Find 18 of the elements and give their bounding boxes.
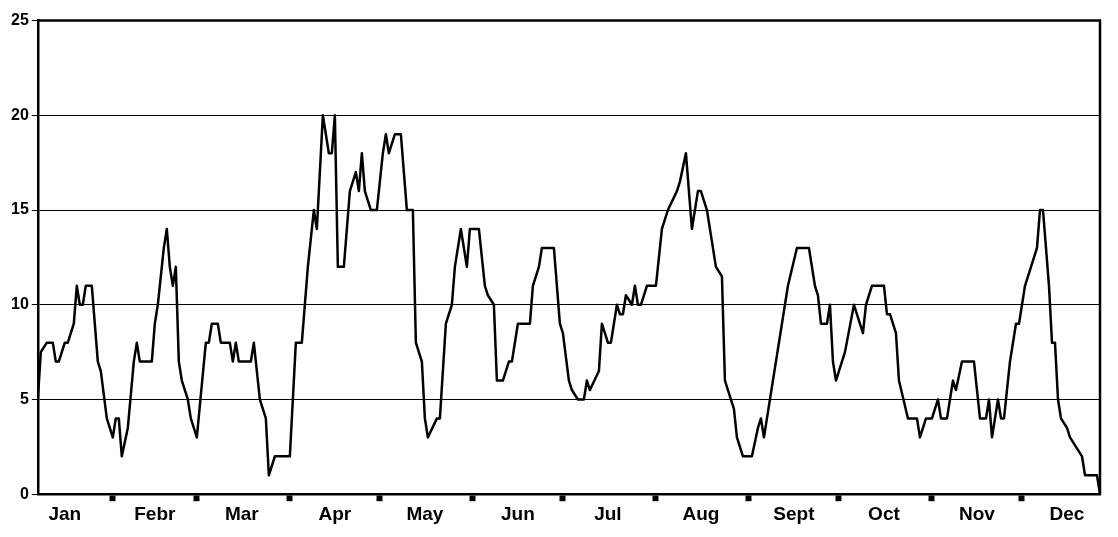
y-tick-label: 15 <box>11 200 29 218</box>
x-tick-label: Oct <box>868 502 901 524</box>
x-tick-label: Aug <box>682 502 720 524</box>
y-tick-label: 5 <box>19 389 29 407</box>
x-tick-label: Sept <box>773 502 816 524</box>
x-tick-label: Febr <box>134 502 176 524</box>
y-tick-label: 20 <box>11 105 29 123</box>
y-tick-label: 25 <box>11 11 29 29</box>
x-tick-label: May <box>406 502 444 524</box>
x-tick-label: Jan <box>48 502 82 524</box>
x-tick-label: Mar <box>224 502 260 524</box>
x-tick-label: Apr <box>318 502 352 524</box>
x-tick-label: Jun <box>501 502 535 524</box>
y-tick-label: 0 <box>19 484 29 502</box>
x-tick-label: Nov <box>959 502 996 524</box>
x-tick-label: Jul <box>594 502 622 524</box>
x-tick-label: Dec <box>1049 502 1085 524</box>
y-tick-label: 10 <box>11 295 29 313</box>
